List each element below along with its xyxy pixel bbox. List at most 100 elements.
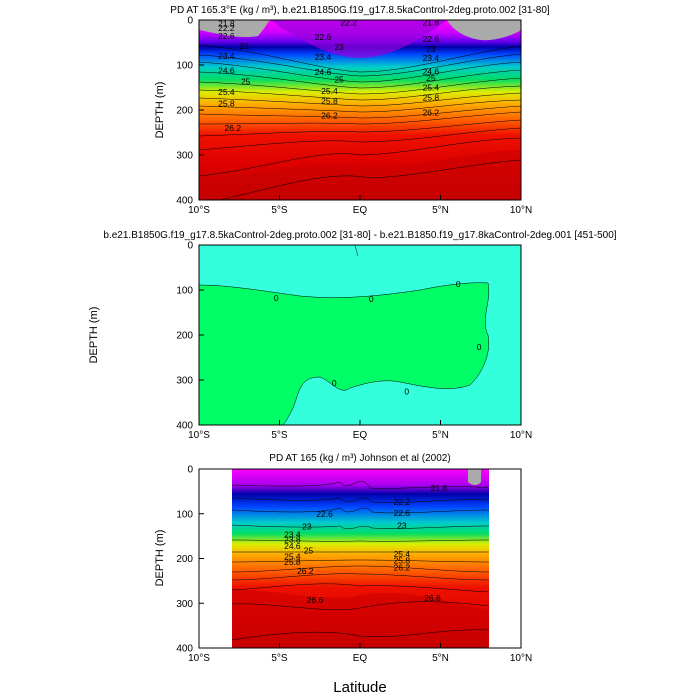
x-tick-label: 5°N	[432, 430, 449, 441]
contour-label: 25.8	[218, 98, 235, 108]
y-tick-label: 200	[176, 331, 193, 342]
panel-mid-isolines	[199, 245, 490, 425]
panel-top-pd-model: PD AT 165.3°E (kg / m³), b.e21.B1850G.f1…	[154, 5, 550, 216]
x-tick-label: 10°S	[188, 653, 210, 664]
contour-label: 22.6	[316, 509, 333, 519]
contour-label: 21.8	[431, 483, 448, 493]
y-tick-label: 100	[176, 286, 193, 297]
contour-label: 22.6	[218, 31, 235, 41]
contour-label: 0	[404, 386, 409, 396]
contour-label: 23	[239, 41, 249, 51]
contour-label: 25.8	[423, 92, 440, 102]
contour-label: 0	[274, 293, 279, 303]
contour-label: 25	[241, 77, 251, 87]
contour-label: 0	[456, 279, 461, 289]
y-tick-label: 400	[176, 196, 193, 207]
y-tick-label: 0	[187, 16, 193, 27]
contour-label: 23.4	[423, 53, 440, 63]
y-tick-label: 300	[176, 151, 193, 162]
contour-label: 26.6	[307, 595, 324, 605]
x-axis-label: Latitude	[333, 679, 386, 696]
contour-label: 26.6	[424, 593, 441, 603]
x-tick-label: 10°S	[188, 430, 210, 441]
contour-label: 25.4	[394, 549, 411, 559]
x-tick-label: 10°S	[188, 205, 210, 216]
contour-label: 26.2	[423, 108, 440, 118]
y-tick-label: 0	[187, 241, 193, 252]
panel-mid-positive-region	[199, 282, 489, 425]
contour-label: 23.4	[315, 52, 332, 62]
contour-label: 23	[426, 44, 436, 54]
panel-mid-title: b.e21.B1850G.f19_g17.8.5kaControl-2deg.p…	[103, 230, 616, 241]
x-tick-label: EQ	[353, 430, 368, 441]
panel-bot-johnson: PD AT 165 (kg / m³) Johnson et al (2002)	[154, 453, 532, 696]
contour-label: 22.2	[394, 497, 411, 507]
contour-label: 25.8	[321, 96, 338, 106]
panel-top-ylabel: DEPTH (m)	[154, 82, 166, 139]
y-tick-label: 400	[176, 421, 193, 432]
panel-mid-difference: b.e21.B1850G.f19_g17.8.5kaControl-2deg.p…	[88, 230, 617, 441]
y-tick-label: 200	[176, 106, 193, 117]
panel-bot-isolines	[231, 481, 490, 641]
contour-label: 25.4	[321, 86, 338, 96]
panel-top-deep-red-region	[199, 150, 521, 200]
contour-label: 23.8	[284, 534, 301, 544]
x-tick-label: 5°N	[432, 205, 449, 216]
contour-label: 21.8	[423, 18, 440, 28]
contour-label: 26.2	[225, 123, 242, 133]
contour-label: 23	[302, 521, 312, 531]
y-tick-label: 100	[176, 61, 193, 72]
contour-label: 22.2	[218, 23, 235, 33]
x-tick-label: 5°N	[432, 653, 449, 664]
contour-label: 24.6	[284, 541, 301, 551]
contour-label: 23.4	[218, 51, 235, 61]
contour-label: 24.6	[218, 65, 235, 75]
x-tick-label: 5°S	[271, 653, 288, 664]
contour-label: 25.4	[284, 551, 301, 561]
contour-label: 0	[477, 342, 482, 352]
contour-label: 0	[369, 294, 374, 304]
panel-mid-ylabel: DEPTH (m)	[88, 307, 100, 364]
y-tick-label: 200	[176, 554, 193, 565]
contour-label: 26.2	[297, 566, 314, 576]
contour-label: 22.2	[340, 17, 357, 27]
contour-label: 0	[332, 378, 337, 388]
contour-label: 26.2	[394, 562, 411, 572]
panel-top-land-left	[199, 20, 270, 38]
panel-top-land-right	[447, 20, 521, 41]
contour-label: 25	[304, 545, 314, 555]
contour-label: 25.8	[284, 557, 301, 567]
contour-label: 25	[334, 74, 344, 84]
contour-label: 25.4	[218, 87, 235, 97]
contour-label: 23	[334, 42, 344, 52]
panel-top-isolines	[199, 44, 521, 200]
contour-label: 26.2	[321, 110, 338, 120]
panel-top-title: PD AT 165.3°E (kg / m³), b.e21.B1850G.f1…	[170, 5, 550, 16]
contour-label: 24.6	[423, 66, 440, 76]
x-tick-label: 5°S	[271, 205, 288, 216]
contour-label: 22.6	[423, 34, 440, 44]
contour-label: 22.6	[315, 32, 332, 42]
contour-label: 24.6	[315, 67, 332, 77]
panel-top-purple-dome	[270, 20, 447, 58]
contour-label: 21.8	[218, 19, 235, 29]
contour-label: 23	[397, 520, 407, 530]
contour-label: 23.4	[284, 529, 301, 539]
contour-label: 25.8	[394, 555, 411, 565]
y-tick-label: 100	[176, 509, 193, 520]
x-tick-label: 10°N	[510, 205, 532, 216]
y-tick-label: 400	[176, 644, 193, 655]
contour-label: 25	[426, 73, 436, 83]
contour-label: 22.6	[394, 508, 411, 518]
panel-bot-ylabel: DEPTH (m)	[154, 530, 166, 587]
x-tick-label: 10°N	[510, 653, 532, 664]
panel-bot-land	[468, 469, 481, 485]
y-tick-label: 300	[176, 599, 193, 610]
x-tick-label: 10°N	[510, 430, 532, 441]
y-tick-label: 300	[176, 376, 193, 387]
panel-bot-title: PD AT 165 (kg / m³) Johnson et al (2002)	[269, 453, 450, 464]
contour-label: 25.4	[423, 83, 440, 93]
x-tick-label: EQ	[353, 653, 368, 664]
x-tick-label: EQ	[353, 205, 368, 216]
